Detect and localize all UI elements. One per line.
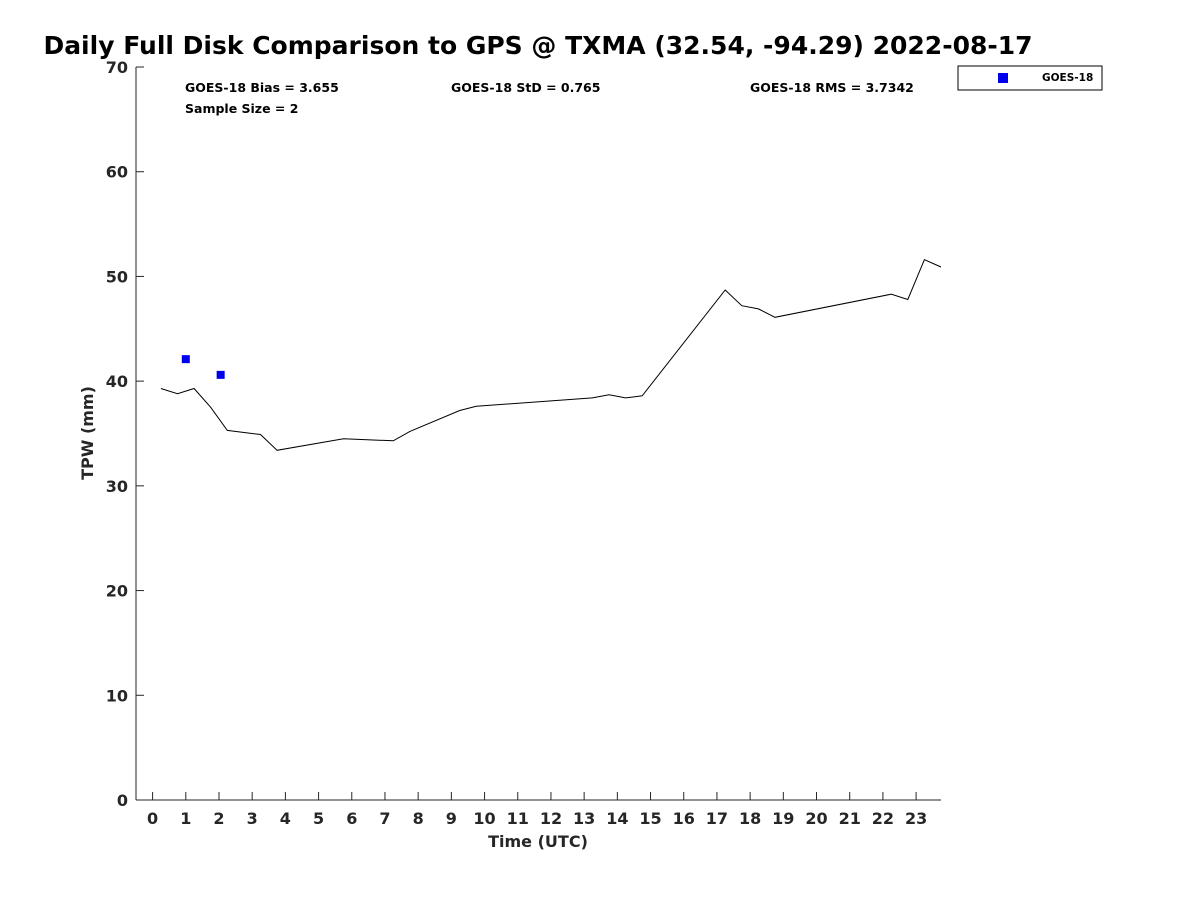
sample-size-stat: Sample Size = 2 <box>185 101 298 116</box>
x-tick-label: 23 <box>905 809 927 828</box>
legend-box <box>957 65 1103 91</box>
x-tick-label: 7 <box>379 809 390 828</box>
y-tick-label: 30 <box>106 477 128 496</box>
x-tick-label: 8 <box>413 809 424 828</box>
bias-stat: GOES-18 Bias = 3.655 <box>185 80 339 95</box>
x-tick-label: 22 <box>872 809 894 828</box>
x-tick-label: 17 <box>706 809 728 828</box>
x-tick-label: 15 <box>639 809 661 828</box>
x-axis-label: Time (UTC) <box>488 832 588 851</box>
x-tick-label: 14 <box>606 809 628 828</box>
x-tick-label: 13 <box>573 809 595 828</box>
legend-marker <box>998 73 1008 83</box>
chart-title: Daily Full Disk Comparison to GPS @ TXMA… <box>43 31 1032 60</box>
axes <box>135 67 941 801</box>
x-tick-label: 3 <box>247 809 258 828</box>
legend-label: GOES-18 <box>1042 72 1093 84</box>
y-tick-label: 10 <box>106 686 128 705</box>
series-line <box>160 259 942 451</box>
x-tick-label: 12 <box>540 809 562 828</box>
y-tick-label: 60 <box>106 163 128 182</box>
y-tick-label: 70 <box>106 58 128 77</box>
x-tick-label: 10 <box>473 809 495 828</box>
y-tick-label: 40 <box>106 372 128 391</box>
x-tick-label: 6 <box>346 809 357 828</box>
x-tick-label: 0 <box>147 809 158 828</box>
x-tick-label: 19 <box>772 809 794 828</box>
plot-area <box>160 259 942 451</box>
y-axis-label: TPW (mm) <box>78 386 97 480</box>
data-point <box>216 370 225 379</box>
data-point <box>181 355 190 364</box>
rms-stat: GOES-18 RMS = 3.7342 <box>750 80 914 95</box>
std-stat: GOES-18 StD = 0.765 <box>451 80 600 95</box>
x-tick-label: 18 <box>739 809 761 828</box>
x-tick-label: 2 <box>213 809 224 828</box>
x-tick-label: 9 <box>446 809 457 828</box>
x-tick-label: 16 <box>673 809 695 828</box>
y-tick-label: 20 <box>106 582 128 601</box>
y-axis-ticks: 0 10 20 30 40 50 60 70 <box>106 58 144 810</box>
x-tick-label: 21 <box>839 809 861 828</box>
x-tick-label: 5 <box>313 809 324 828</box>
legend: GOES-18 <box>957 65 1103 91</box>
x-tick-label: 20 <box>805 809 827 828</box>
x-axis-ticks: 0 1 2 3 4 5 6 7 8 9 10 11 12 13 14 15 16 17 18 19 20 21 22 23 <box>147 792 927 828</box>
x-tick-label: 1 <box>180 809 191 828</box>
x-tick-label: 4 <box>280 809 291 828</box>
y-tick-label: 0 <box>117 791 128 810</box>
x-tick-label: 11 <box>507 809 529 828</box>
y-tick-label: 50 <box>106 267 128 286</box>
